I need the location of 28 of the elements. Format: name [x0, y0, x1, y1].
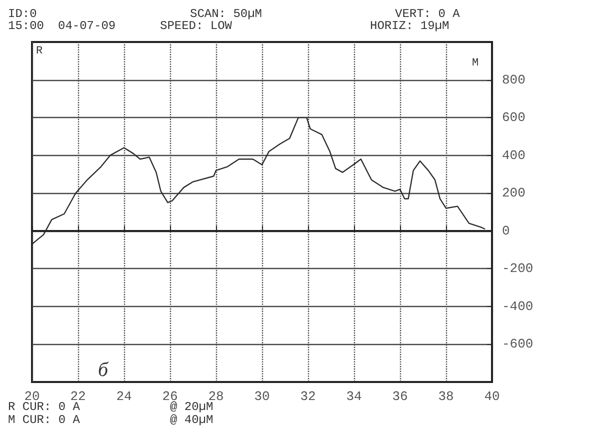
y-tick-label: 600: [502, 110, 526, 126]
text: @ 40µM: [170, 413, 214, 427]
x-tick-label: 38: [438, 389, 454, 404]
y-tick-label: -200: [502, 261, 534, 276]
text: R CUR: 0 A: [8, 400, 81, 414]
text: M CUR: 0 A: [8, 413, 81, 427]
annotation: R: [36, 46, 43, 58]
x-tick-label: 34: [346, 389, 362, 404]
x-tick-label: 40: [484, 389, 500, 404]
x-tick-label: 32: [300, 389, 316, 404]
x-tick-label: 36: [392, 389, 408, 404]
y-tick-label: 0: [502, 223, 510, 238]
text: ID:0: [8, 7, 37, 21]
text: VERT: 0 A: [395, 7, 461, 21]
text: SCAN: 50µM: [190, 7, 262, 21]
x-tick-label: 24: [116, 389, 132, 404]
x-tick-label: 30: [254, 389, 270, 404]
y-tick-label: -600: [502, 336, 534, 352]
y-tick-label: -400: [502, 298, 534, 314]
y-tick-label: 200: [502, 186, 526, 201]
text: 15:00: [8, 19, 44, 33]
y-tick-label: 800: [502, 72, 526, 88]
annotation: M: [472, 58, 479, 70]
annotation: б: [98, 359, 109, 381]
y-tick-label: 400: [502, 148, 526, 163]
text: HORIZ: 19µM: [370, 19, 450, 33]
text: SPEED: LOW: [160, 19, 233, 33]
text: 04-07-09: [58, 19, 116, 33]
